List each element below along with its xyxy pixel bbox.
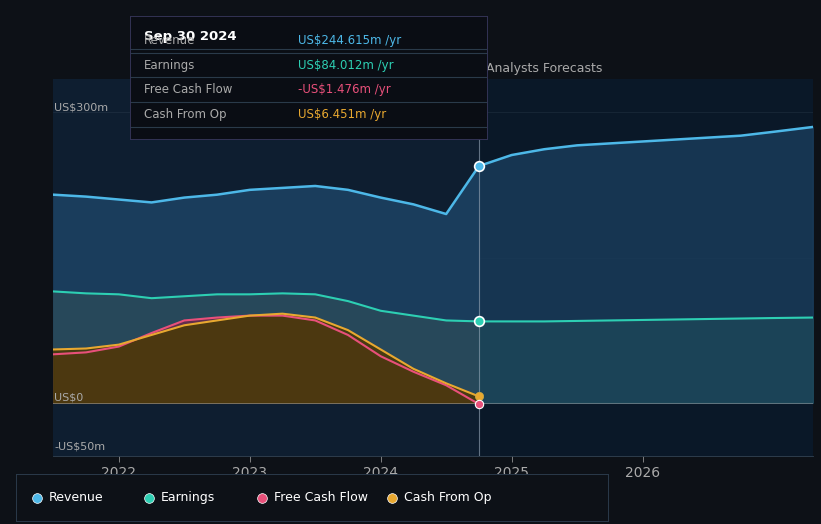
Text: US$300m: US$300m [54, 103, 108, 113]
Text: Cash From Op: Cash From Op [404, 492, 491, 504]
Text: Analysts Forecasts: Analysts Forecasts [487, 62, 603, 75]
Text: Sep 30 2024: Sep 30 2024 [144, 30, 236, 43]
Bar [479, 79, 813, 456]
Text: Cash From Op: Cash From Op [144, 108, 227, 121]
Bar [53, 79, 479, 456]
Text: US$84.012m /yr: US$84.012m /yr [297, 59, 393, 72]
Text: Revenue: Revenue [49, 492, 103, 504]
Text: -US$1.476m /yr: -US$1.476m /yr [297, 83, 390, 96]
Text: Earnings: Earnings [161, 492, 215, 504]
Text: US$6.451m /yr: US$6.451m /yr [297, 108, 386, 121]
Text: US$244.615m /yr: US$244.615m /yr [297, 34, 401, 47]
Text: -US$50m: -US$50m [54, 441, 105, 451]
Text: Past: Past [445, 62, 471, 75]
Text: Earnings: Earnings [144, 59, 195, 72]
Text: Free Cash Flow: Free Cash Flow [273, 492, 368, 504]
Text: Free Cash Flow: Free Cash Flow [144, 83, 232, 96]
Text: Revenue: Revenue [144, 34, 195, 47]
Text: US$0: US$0 [54, 392, 84, 402]
